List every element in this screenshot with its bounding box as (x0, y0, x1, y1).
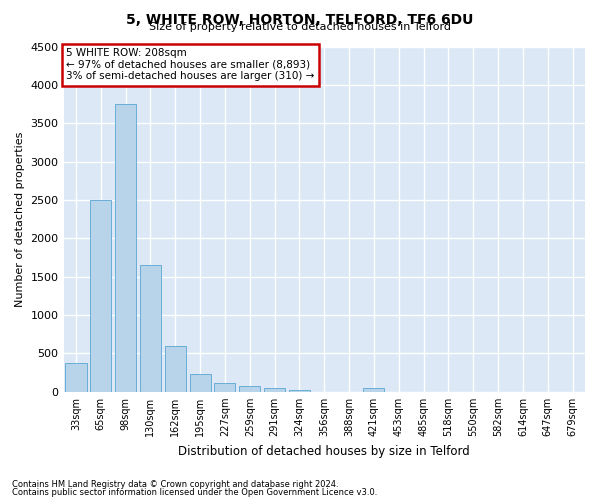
Text: Contains public sector information licensed under the Open Government Licence v3: Contains public sector information licen… (12, 488, 377, 497)
Bar (239, 386, 260, 392)
Bar (165, 346, 186, 392)
Text: 5, WHITE ROW, HORTON, TELFORD, TF6 6DU: 5, WHITE ROW, HORTON, TELFORD, TF6 6DU (127, 12, 473, 26)
Bar (140, 265, 161, 392)
Y-axis label: Number of detached properties: Number of detached properties (15, 132, 25, 307)
X-axis label: Distribution of detached houses by size in Telford: Distribution of detached houses by size … (178, 444, 470, 458)
Text: Contains HM Land Registry data © Crown copyright and database right 2024.: Contains HM Land Registry data © Crown c… (12, 480, 338, 489)
Bar (264, 388, 285, 392)
Bar (65, 364, 86, 392)
Bar (364, 388, 385, 392)
Bar (115, 104, 136, 392)
Bar (289, 390, 310, 392)
Text: Size of property relative to detached houses in Telford: Size of property relative to detached ho… (149, 22, 451, 32)
Bar (190, 374, 211, 392)
Bar (214, 384, 235, 392)
Text: 5 WHITE ROW: 208sqm
← 97% of detached houses are smaller (8,893)
3% of semi-deta: 5 WHITE ROW: 208sqm ← 97% of detached ho… (66, 48, 314, 82)
Bar (90, 200, 112, 392)
